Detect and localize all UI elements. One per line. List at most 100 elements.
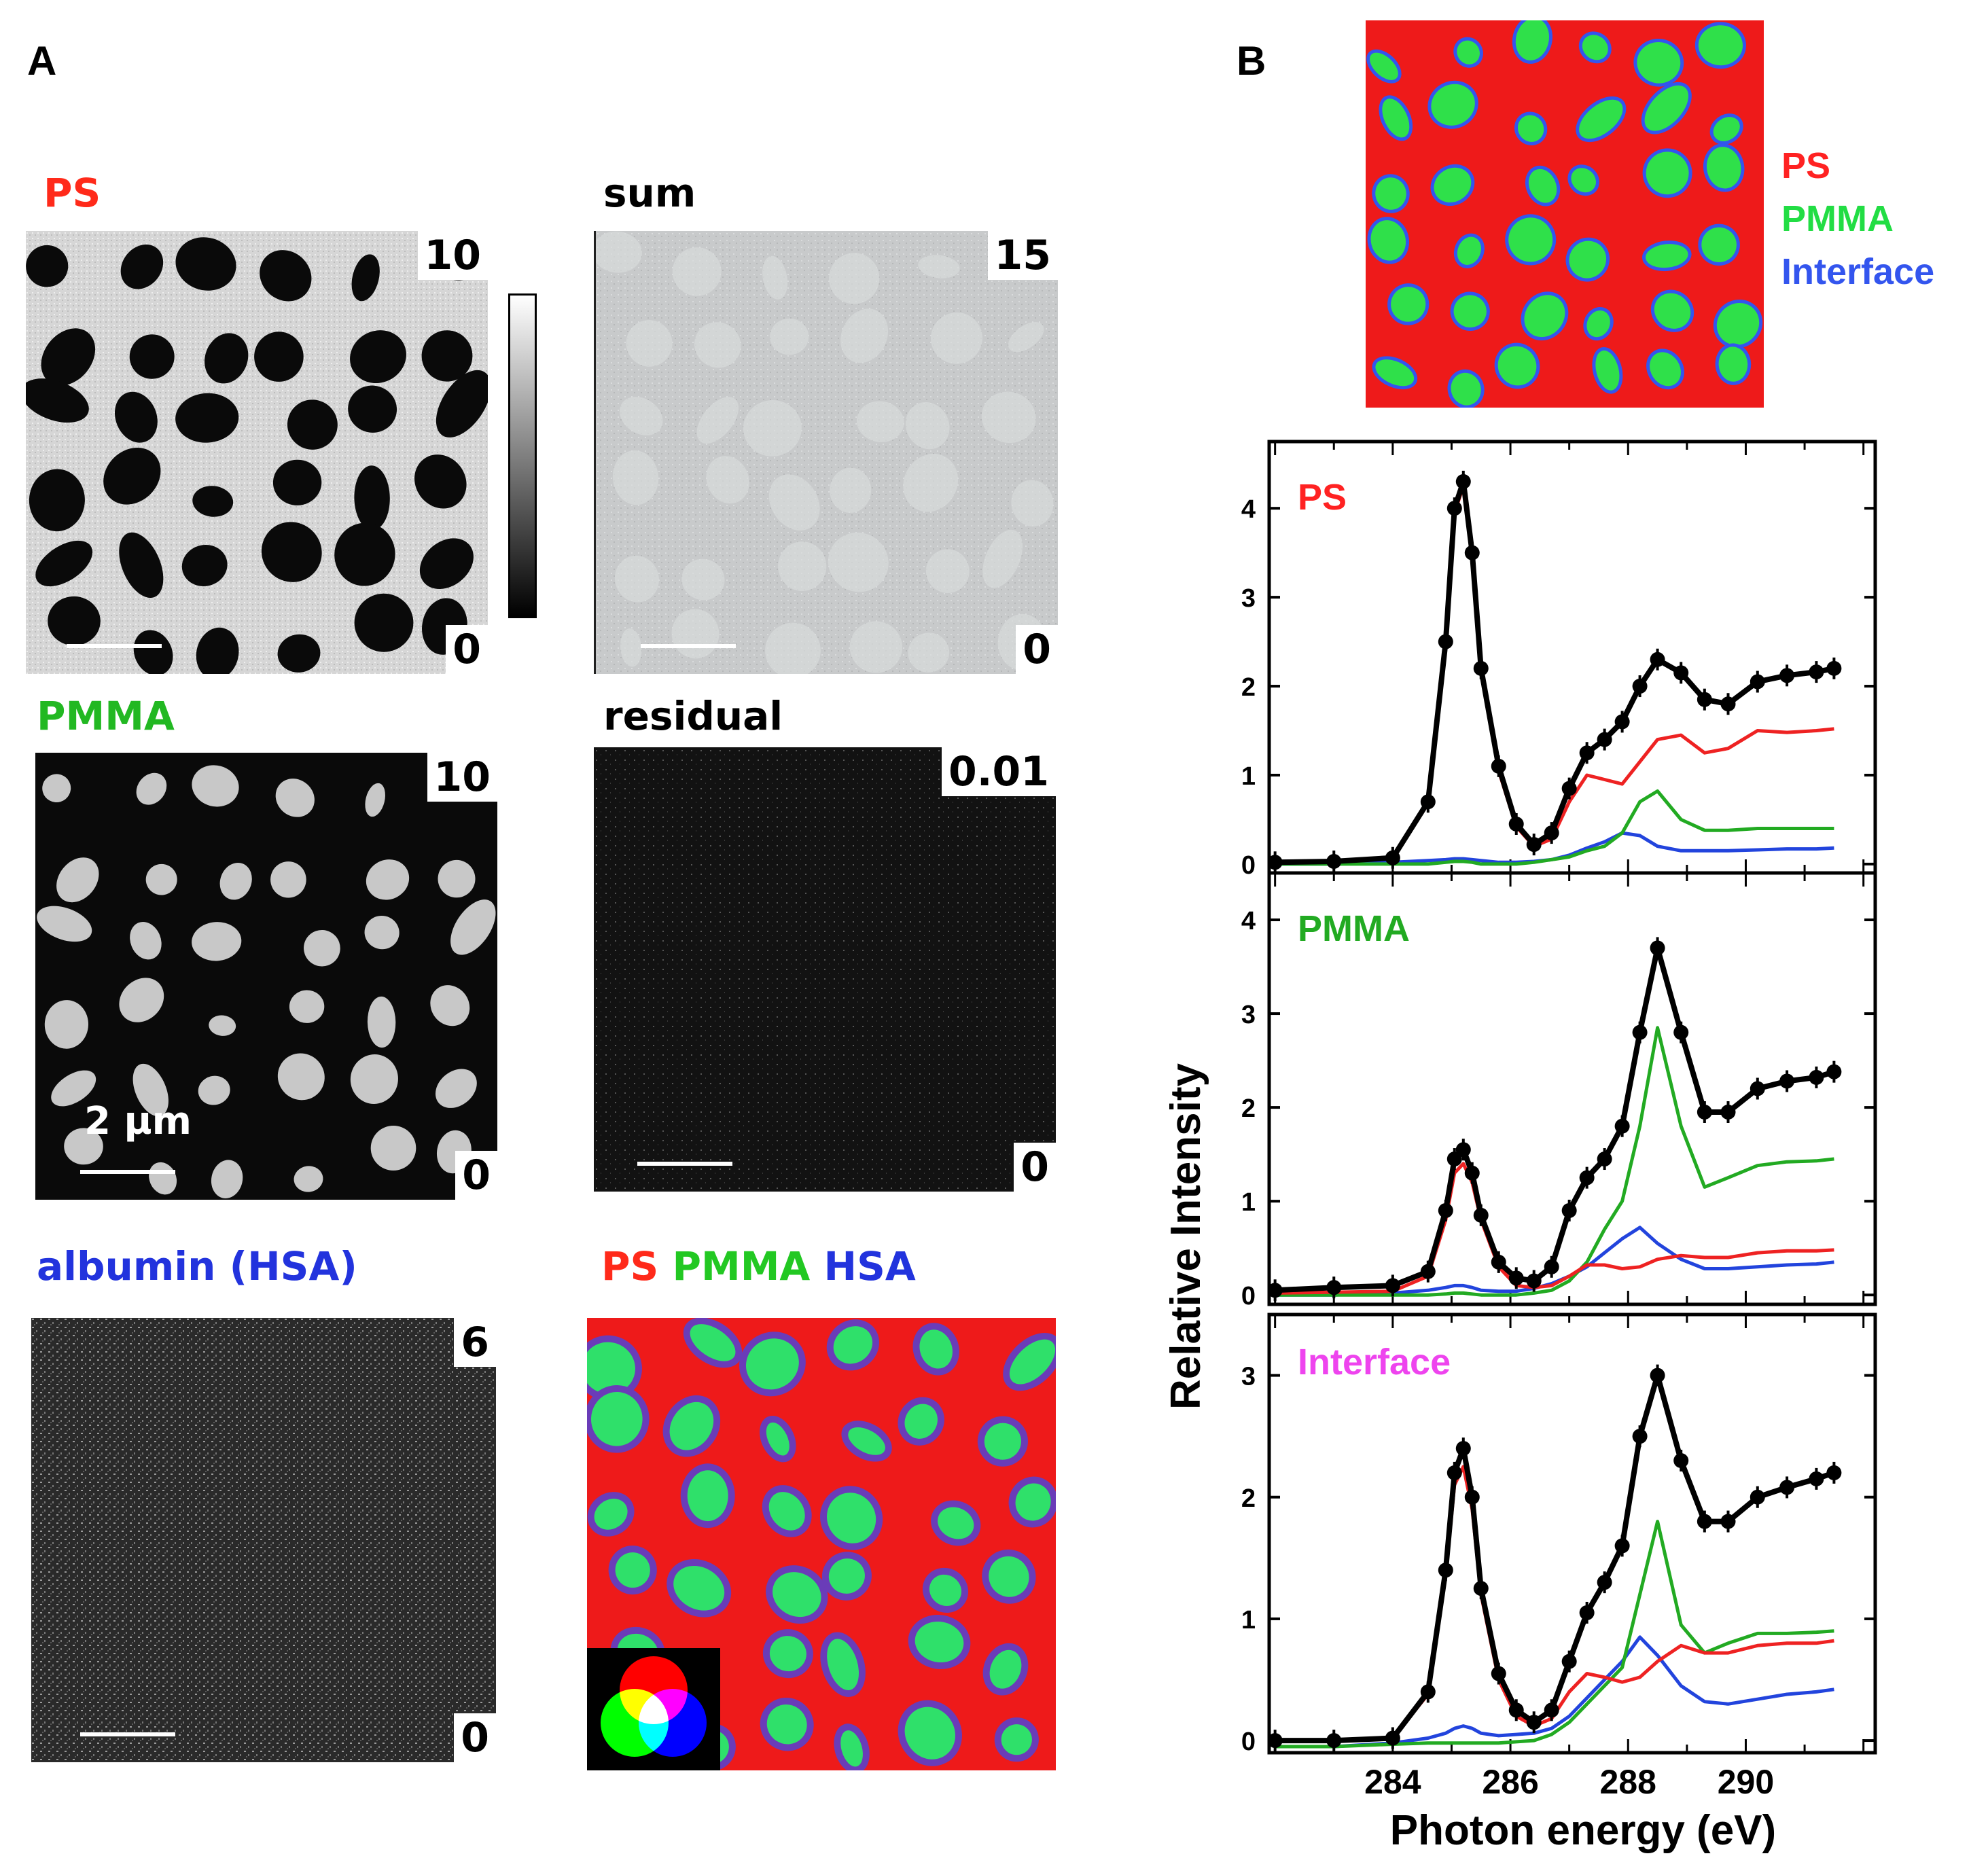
texture-blob — [904, 1404, 938, 1439]
texture-blob — [219, 862, 252, 900]
residual-map-image: 0.01 0 — [594, 747, 1056, 1192]
texture-blob — [430, 985, 470, 1026]
texture-blob — [904, 1707, 955, 1760]
rgb-color-wheel-graphic — [601, 1656, 707, 1757]
residual-min-value: 0 — [1014, 1143, 1056, 1192]
data-point — [1632, 1024, 1648, 1040]
ps-image-label: PS — [43, 170, 101, 216]
y-tick-label: 0 — [1241, 1282, 1256, 1310]
data-point — [1826, 1064, 1842, 1079]
texture-blob — [119, 532, 164, 599]
data-point — [1473, 1207, 1489, 1223]
rgb-color-wheel — [587, 1648, 720, 1770]
data-point — [1750, 674, 1765, 690]
texture-blob — [706, 456, 749, 504]
texture-blob — [773, 1572, 821, 1618]
data-point — [1438, 634, 1453, 649]
texture-blob — [419, 538, 474, 590]
texture-blob — [1517, 115, 1544, 142]
data-point — [1464, 545, 1480, 560]
hsa-min-value: 0 — [454, 1713, 496, 1762]
texture-blob — [587, 1342, 635, 1394]
texture-blob — [690, 1324, 736, 1361]
sum-map-image: 15 0 — [594, 231, 1058, 674]
y-tick-label: 3 — [1241, 1363, 1256, 1391]
texture-blob — [1650, 352, 1681, 387]
y-tick-label: 0 — [1241, 851, 1256, 880]
texture-blob — [1453, 295, 1487, 328]
series-line-pmma — [1275, 1520, 1834, 1749]
texture-blob — [1434, 167, 1472, 203]
hsa-map-image: 6 0 — [31, 1318, 496, 1762]
ps-map-graphic — [26, 231, 488, 674]
data-point — [1491, 758, 1506, 774]
texture-blob — [925, 549, 970, 593]
texture-blob — [1508, 217, 1553, 262]
texture-blob — [1646, 244, 1688, 268]
texture-blob — [1644, 85, 1689, 131]
texture-blob — [348, 385, 397, 433]
hsa-map-graphic — [31, 1318, 496, 1762]
texture-blob — [1015, 1483, 1051, 1521]
series-line-measured — [1275, 945, 1835, 1293]
texture-blob — [828, 532, 889, 592]
texture-blob — [175, 237, 236, 291]
data-point — [1720, 1105, 1736, 1120]
ps-map-image: 10 0 — [26, 231, 488, 674]
texture-blob — [827, 1493, 876, 1543]
composite-label: PS PMMA HSA — [601, 1243, 916, 1289]
texture-blob — [181, 544, 228, 587]
data-point — [1420, 1684, 1436, 1700]
texture-blob — [1524, 295, 1565, 338]
texture-blob — [1528, 168, 1557, 203]
texture-blob — [620, 628, 642, 667]
texture-blob — [1571, 168, 1596, 193]
texture-blob — [626, 320, 673, 367]
texture-blob — [277, 1053, 325, 1101]
data-point — [1438, 1562, 1453, 1578]
data-point — [1720, 696, 1736, 712]
texture-blob — [272, 459, 322, 505]
texture-blob — [984, 1423, 1021, 1460]
series-line-measured — [1275, 478, 1835, 865]
texture-blob — [830, 467, 872, 513]
x-tick-label: 286 — [1482, 1763, 1538, 1801]
data-point — [1561, 1202, 1577, 1218]
texture-blob — [42, 774, 71, 803]
texture-blob — [114, 391, 158, 443]
y-tick-label: 4 — [1241, 495, 1256, 524]
texture-blob — [1382, 99, 1410, 138]
texture-blob — [856, 401, 904, 442]
texture-blob — [438, 859, 476, 898]
data-point — [1544, 1702, 1559, 1718]
texture-blob — [365, 783, 386, 817]
data-point — [1561, 1654, 1577, 1669]
texture-blob — [1701, 227, 1737, 263]
data-point — [1473, 660, 1489, 676]
sum-scale-bar — [641, 644, 736, 648]
texture-blob — [768, 474, 820, 531]
x-tick-label: 284 — [1364, 1763, 1421, 1801]
texture-blob — [981, 391, 1036, 444]
x-tick-label: 290 — [1718, 1763, 1774, 1801]
texture-blob — [133, 630, 173, 674]
data-point — [1508, 1702, 1524, 1718]
texture-blob — [450, 899, 496, 955]
data-point — [1446, 1151, 1462, 1167]
texture-blob — [29, 469, 85, 532]
texture-blob — [766, 1422, 789, 1456]
data-point — [1508, 816, 1524, 832]
y-axis-label: Relative Intensity — [1162, 1063, 1209, 1410]
data-point — [1809, 664, 1824, 680]
texture-blob — [1370, 52, 1398, 80]
data-point — [1650, 1368, 1665, 1383]
residual-max-value: 0.01 — [941, 747, 1056, 796]
texture-blob — [129, 334, 175, 379]
residual-map-graphic — [594, 747, 1056, 1192]
texture-blob — [938, 1507, 974, 1539]
data-point — [1579, 1605, 1595, 1620]
series-line-measured — [1275, 1372, 1835, 1744]
texture-blob — [436, 370, 488, 438]
data-point — [1650, 940, 1665, 956]
data-point — [1697, 1105, 1712, 1120]
